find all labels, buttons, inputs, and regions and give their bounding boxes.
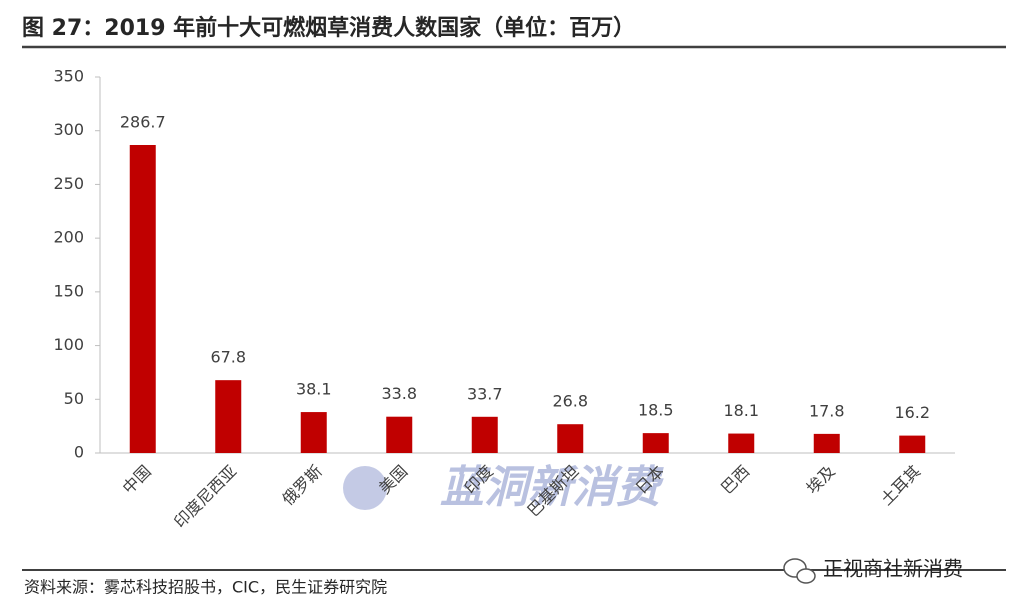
data-label: 67.8 [210,348,246,367]
source-note: 资料来源：雾芯科技招股书，CIC，民生证券研究院 [24,578,387,597]
bar [899,435,926,453]
x-tick-label: 中国 [119,462,155,498]
bar [386,416,413,453]
chart-title: 图 27：2019 年前十大可燃烟草消费人数国家（单位：百万） [22,15,635,41]
y-tick-label: 300 [53,120,84,139]
bar [557,424,584,453]
watermark-logo [343,466,387,510]
y-tick-label: 350 [53,67,84,86]
y-tick-label: 150 [53,281,84,300]
data-label: 33.7 [467,384,503,403]
data-label: 17.8 [809,401,845,420]
data-label: 16.2 [894,403,930,422]
x-tick-label: 印度尼西亚 [170,462,240,532]
x-tick-label: 埃及 [803,462,839,498]
y-tick-label: 0 [74,443,84,462]
data-label: 38.1 [296,380,332,399]
watermark-account: 正视商社新消费 [823,557,963,581]
y-tick-label: 100 [53,335,84,354]
bar [129,145,156,453]
y-tick-label: 50 [64,389,84,408]
y-tick-label: 250 [53,174,84,193]
y-tick-label: 200 [53,228,84,247]
data-label: 33.8 [381,384,417,403]
wechat-icon [783,558,816,584]
data-label: 26.8 [552,392,588,411]
x-tick-label: 俄罗斯 [278,462,325,509]
bar [300,412,327,453]
watermark: 蓝洞新消费 [440,462,664,513]
data-label: 286.7 [120,113,166,132]
bar [642,433,669,453]
x-tick-label: 土耳其 [877,462,924,509]
x-tick-label: 巴西 [717,462,753,498]
data-label: 18.5 [638,401,674,420]
bar [215,380,242,453]
bar [728,433,755,453]
bar [471,416,498,453]
bar [813,433,840,453]
data-label: 18.1 [723,401,759,420]
